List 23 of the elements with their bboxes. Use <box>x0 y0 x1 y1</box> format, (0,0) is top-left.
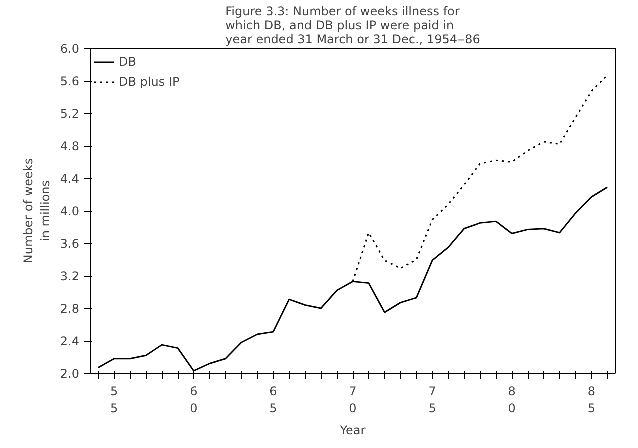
y-tick-label: 3.2 <box>60 270 80 284</box>
y-tick-label: 5.6 <box>60 74 80 88</box>
y-tick-label: 4.8 <box>60 140 80 154</box>
y-tick-label: 4.4 <box>60 172 80 186</box>
x-tick-label: 5 5 <box>110 384 118 416</box>
x-axis-title: Year <box>339 423 366 438</box>
x-tick-label: 7 0 <box>349 384 357 416</box>
x-tick-label: 6 5 <box>270 384 278 416</box>
x-tick-label: 8 0 <box>508 384 516 416</box>
y-tick-label: 6.0 <box>60 42 80 56</box>
legend-label: DB <box>119 55 138 69</box>
y-tick-label: 4.0 <box>60 204 80 218</box>
x-tick-label: 7 5 <box>428 384 436 416</box>
chart-title: Figure 3.3: Number of weeks illness for which DB, and DB plus IP were paid in year ended 31 March or 31 Dec., 1954‒86 <box>226 4 480 46</box>
x-tick-label: 6 0 <box>190 384 198 416</box>
y-tick-label: 2.0 <box>60 367 80 381</box>
x-tick-label: 8 5 <box>588 384 596 416</box>
legend-label: DB plus IP <box>119 75 180 89</box>
y-tick-label: 3.6 <box>60 237 80 251</box>
y-tick-label: 2.8 <box>60 302 80 316</box>
y-tick-label: 2.4 <box>60 334 80 348</box>
y-axis-title: Number of weeks in millions <box>22 158 52 264</box>
y-tick-label: 5.2 <box>60 107 80 121</box>
